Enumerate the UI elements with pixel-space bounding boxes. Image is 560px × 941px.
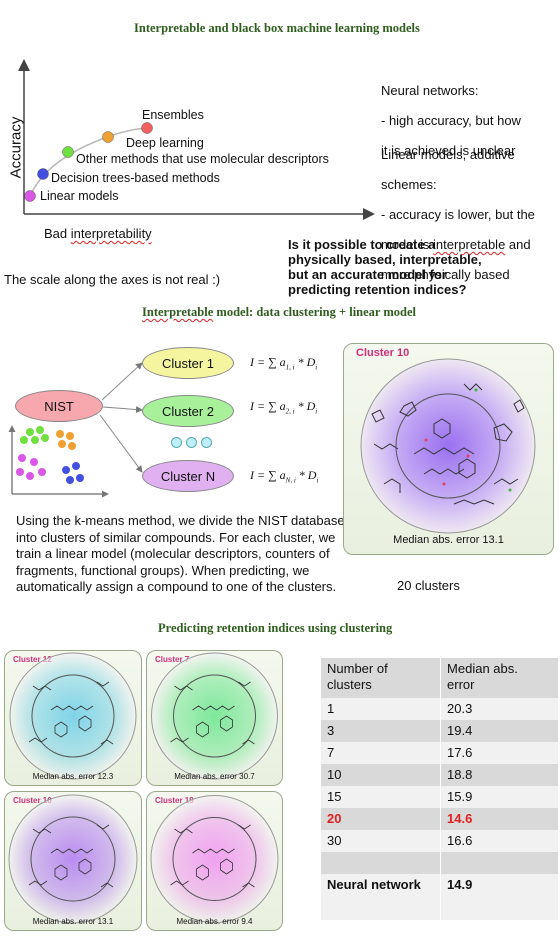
cell-clusters: 10	[321, 764, 442, 786]
cell-error	[440, 852, 559, 874]
cluster-molecules-visual	[8, 794, 138, 924]
cell-error: 18.8	[440, 764, 559, 786]
cell-error: 15.9	[440, 786, 559, 808]
cell-clusters: 20	[321, 808, 442, 830]
neural-network-note: Neural networks: - high accuracy, but ho…	[381, 83, 521, 158]
cluster-molecules-visual	[151, 652, 278, 780]
arrow-to-cluster-n	[99, 414, 143, 473]
panel-title: Cluster 10	[13, 796, 52, 805]
cluster-molecules-visual	[150, 795, 279, 923]
label-linear-models: Linear models	[40, 189, 119, 203]
point-other-methods	[62, 146, 74, 158]
cluster-1-node: Cluster 1	[142, 347, 234, 379]
cell-clusters: Number of clusters	[321, 658, 442, 698]
point-ensembles	[141, 122, 153, 134]
panel-title: Cluster 12	[13, 655, 52, 664]
section-title-models: Interpretable and black box machine lear…	[134, 21, 420, 35]
cell-error: 14.9	[440, 874, 559, 920]
more-clusters-ellipsis	[171, 437, 212, 448]
section-title-predicting: Predicting retention indices using clust…	[158, 621, 393, 635]
table-row: 10 18.8	[321, 764, 559, 786]
linear-models-note: Linear models, additive schemes: - accur…	[381, 147, 535, 282]
cell-error: Median abs. error	[440, 658, 559, 698]
cell-clusters: 30	[321, 830, 442, 852]
clustering-description: Using the k-means method, we divide the …	[16, 513, 345, 594]
formula-cluster-n: I = ∑ aN, i * Di	[250, 468, 319, 485]
cell-clusters: 3	[321, 720, 442, 742]
point-linear-models	[24, 190, 36, 202]
panel-error: Median abs. error 9.4	[176, 917, 253, 926]
panel-error: Median abs. error 12.3	[32, 772, 114, 781]
table-row: 15 15.9	[321, 786, 559, 808]
table-row: 1 20.3	[321, 698, 559, 720]
formula-cluster-1: I = ∑ a1, i * Di	[250, 355, 318, 372]
label-other-methods: Other methods that use molecular descrip…	[76, 152, 329, 166]
small-cluster-panel: Cluster 10 Median abs. error 13.1	[4, 791, 142, 931]
table-row: 20 14.6	[321, 808, 559, 830]
cell-clusters	[321, 852, 442, 874]
panel-title: Cluster 7	[155, 655, 190, 664]
cell-clusters: 1	[321, 698, 442, 720]
label-deep-learning: Deep learning	[126, 136, 204, 150]
x-axis-label: Bad interpretability	[44, 226, 152, 241]
clusters-count-label: 20 clusters	[397, 578, 460, 593]
label-decision-trees: Decision trees-based methods	[51, 171, 220, 185]
scatter-points	[16, 426, 84, 484]
cell-clusters: 15	[321, 786, 442, 808]
table-row: Neural network 14.9	[321, 874, 559, 920]
results-table: Number of clusters Median abs. error 1 20.3…	[321, 658, 559, 920]
section-title-clustering: Interpretable model: data clustering + l…	[142, 305, 417, 319]
cell-error: 19.4	[440, 720, 559, 742]
cell-clusters: Neural network	[321, 874, 442, 920]
research-question: Is it possible to create a physically ba…	[288, 237, 482, 297]
cell-clusters: 7	[321, 742, 442, 764]
cell-error: 20.3	[440, 698, 559, 720]
cluster-10-panel: Cluster 10 Median ab	[343, 343, 554, 555]
panel-error: Median abs. error 13.1	[32, 917, 114, 926]
cell-error: 14.6	[440, 808, 559, 830]
nist-node: NIST	[15, 390, 103, 422]
small-cluster-panel: Cluster 19 Median abs. error 9.4	[146, 791, 283, 931]
results-table-wrap: Number of clusters Median abs. error 1 20.3…	[321, 658, 559, 920]
scale-note: The scale along the axes is not real :)	[4, 272, 221, 287]
cell-error: 16.6	[440, 830, 559, 852]
table-row: 7 17.6	[321, 742, 559, 764]
cluster-molecules-visual	[9, 652, 137, 780]
small-cluster-panel: Cluster 12 Median abs. error 12.3	[4, 650, 142, 786]
point-decision-trees	[37, 168, 49, 180]
cell-error: 17.6	[440, 742, 559, 764]
panel-error: Median abs. error 30.7	[174, 772, 255, 781]
arrow-to-cluster-2	[102, 406, 143, 414]
panel-error: Median abs. error 13.1	[393, 534, 504, 546]
panel-title: Cluster 10	[356, 347, 410, 359]
panel-title: Cluster 19	[155, 796, 194, 805]
arrow-to-cluster-1	[101, 362, 143, 401]
label-ensembles: Ensembles	[142, 108, 204, 122]
table-row: 3 19.4	[321, 720, 559, 742]
formula-cluster-2: I = ∑ a2, i * Di	[250, 399, 318, 416]
table-row	[321, 852, 559, 874]
table-row: 30 16.6	[321, 830, 559, 852]
y-axis-label: Accuracy	[7, 116, 25, 179]
clustering-diagram	[8, 362, 143, 498]
cluster-n-node: Cluster N	[142, 460, 234, 492]
accuracy-interpretability-plot	[18, 59, 375, 220]
cluster-molecules-visual	[360, 358, 536, 534]
table-row: Number of clusters Median abs. error	[321, 658, 559, 698]
cluster-2-node: Cluster 2	[142, 395, 234, 427]
small-cluster-panel: Cluster 7 Median abs. error 30.7	[146, 650, 283, 786]
point-deep-learning	[102, 131, 114, 143]
